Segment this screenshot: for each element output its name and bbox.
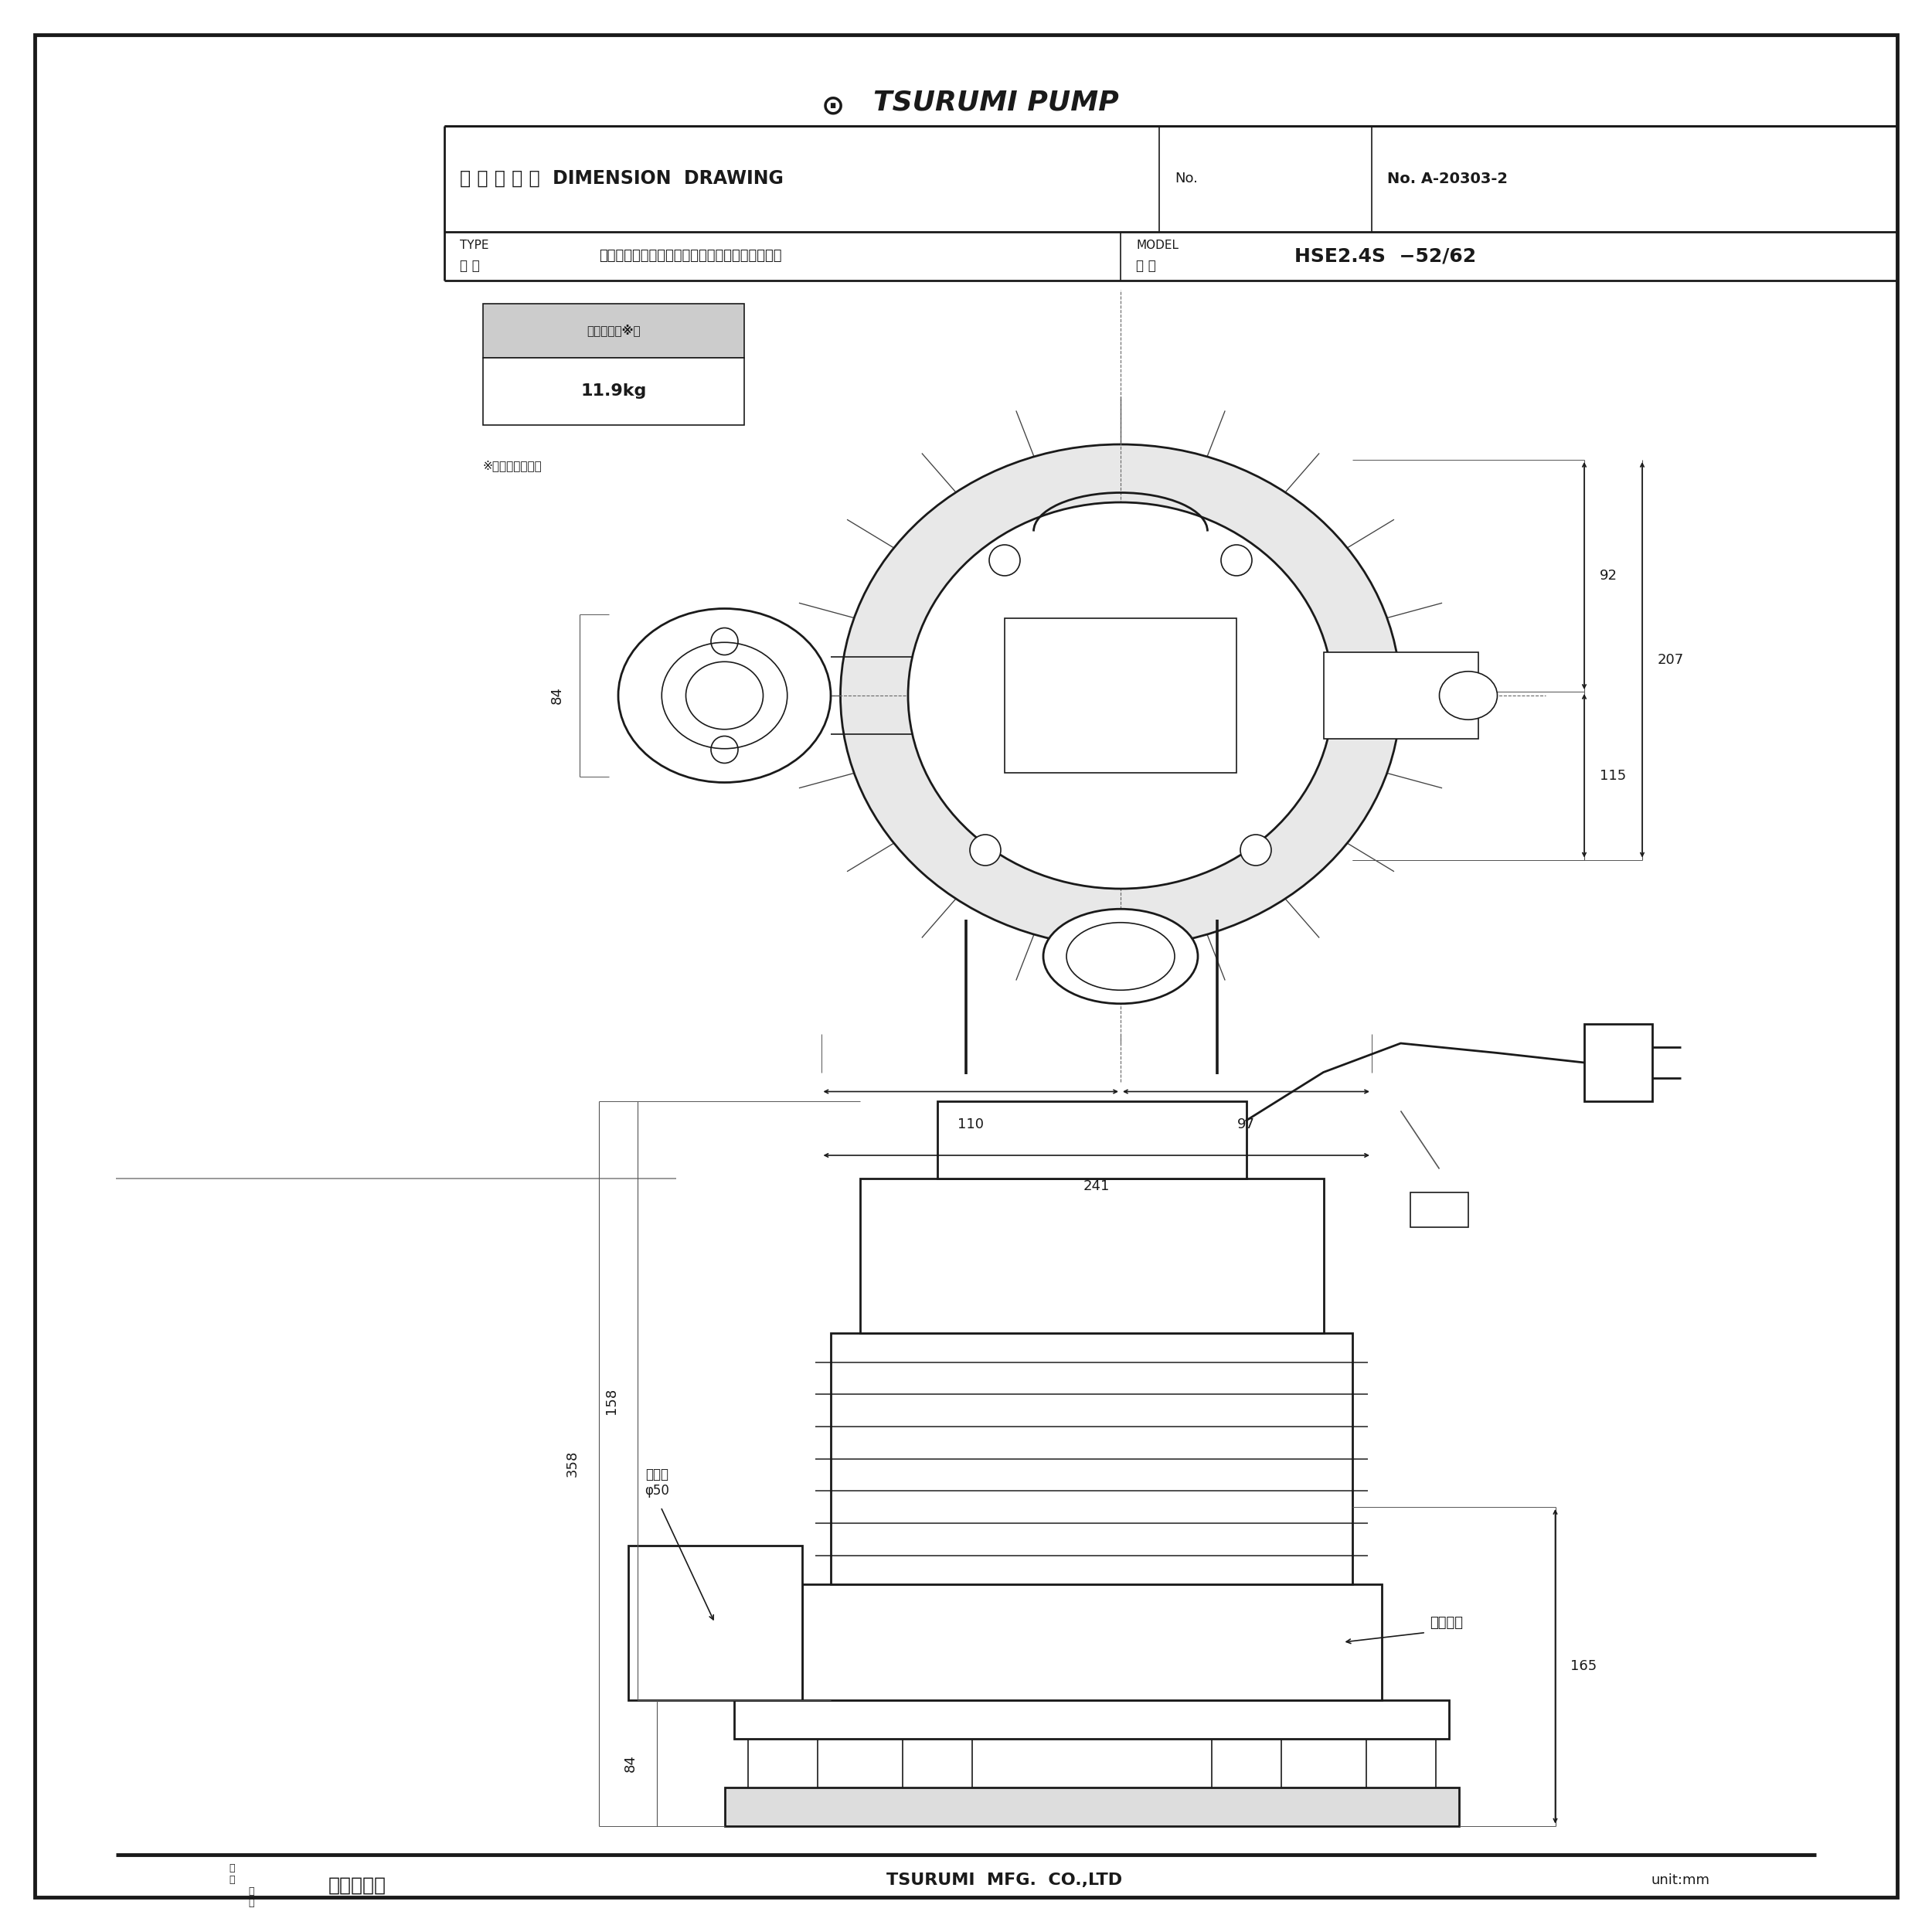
Bar <box>902 1739 972 1787</box>
Bar <box>831 1333 1352 1584</box>
Text: 92: 92 <box>1600 568 1617 583</box>
Text: 165: 165 <box>1571 1660 1598 1673</box>
Text: 鶴見製作所: 鶴見製作所 <box>328 1876 386 1895</box>
Bar <box>1323 653 1478 738</box>
Text: 型 式: 型 式 <box>1136 259 1155 272</box>
Bar <box>724 1787 1459 1826</box>
Bar <box>483 303 744 357</box>
Circle shape <box>1221 545 1252 576</box>
Bar <box>1584 1024 1652 1101</box>
Circle shape <box>1240 835 1271 866</box>
Text: 登
録: 登 録 <box>230 1862 236 1886</box>
Ellipse shape <box>908 502 1333 889</box>
Text: 241: 241 <box>1084 1179 1109 1194</box>
Bar <box>860 1179 1323 1333</box>
Bar <box>628 1546 802 1700</box>
Bar <box>483 357 744 425</box>
Text: TSURUMI PUMP: TSURUMI PUMP <box>873 89 1119 116</box>
Ellipse shape <box>1439 670 1497 719</box>
Text: 207: 207 <box>1658 653 1685 667</box>
Ellipse shape <box>618 609 831 782</box>
Text: unit:mm: unit:mm <box>1652 1872 1710 1888</box>
Text: 158: 158 <box>605 1387 618 1414</box>
Circle shape <box>981 1088 1009 1115</box>
Bar <box>748 1739 817 1787</box>
Text: HSE2.4S  −52/62: HSE2.4S −52/62 <box>1294 247 1476 265</box>
Text: 110: 110 <box>958 1117 983 1132</box>
Text: 始動水位: 始動水位 <box>1430 1615 1463 1631</box>
Text: 一般工事排水用水中ハイスピンポンプ（自動形）: 一般工事排水用水中ハイスピンポンプ（自動形） <box>599 249 782 263</box>
Text: ※ケーブルは除く: ※ケーブルは除く <box>483 460 543 471</box>
Text: 概算質量（※）: 概算質量（※） <box>587 325 639 336</box>
Circle shape <box>1175 1088 1202 1115</box>
Bar <box>734 1700 1449 1739</box>
Text: 84: 84 <box>551 686 564 705</box>
Text: 115: 115 <box>1600 769 1627 782</box>
Text: 登
録: 登 録 <box>247 1886 255 1909</box>
Text: 外 形 寸 法 図  DIMENSION  DRAWING: 外 形 寸 法 図 DIMENSION DRAWING <box>460 170 784 187</box>
Bar <box>802 1584 1381 1700</box>
Bar <box>937 1101 1246 1179</box>
Ellipse shape <box>1043 910 1198 1005</box>
Circle shape <box>970 835 1001 866</box>
Text: No. A-20303-2: No. A-20303-2 <box>1387 172 1507 185</box>
Bar <box>1005 618 1236 773</box>
Ellipse shape <box>782 396 1459 995</box>
Bar <box>1211 1739 1281 1787</box>
Text: 名 称: 名 称 <box>460 259 479 272</box>
Text: ⊙: ⊙ <box>821 93 844 120</box>
Text: TSURUMI  MFG.  CO.,LTD: TSURUMI MFG. CO.,LTD <box>887 1872 1122 1888</box>
Ellipse shape <box>840 444 1401 947</box>
Text: 呼び径
φ50: 呼び径 φ50 <box>645 1466 668 1497</box>
Text: 97: 97 <box>1236 1117 1256 1132</box>
Bar <box>1366 1739 1435 1787</box>
Circle shape <box>1030 1088 1057 1115</box>
Text: No.: No. <box>1175 172 1198 185</box>
Bar <box>1410 1192 1468 1227</box>
Text: TYPE: TYPE <box>460 240 489 251</box>
Text: MODEL: MODEL <box>1136 240 1179 251</box>
Text: 84: 84 <box>624 1754 638 1772</box>
Text: 358: 358 <box>566 1451 580 1476</box>
Circle shape <box>989 545 1020 576</box>
Text: 11.9kg: 11.9kg <box>580 383 647 400</box>
Circle shape <box>1126 1088 1153 1115</box>
